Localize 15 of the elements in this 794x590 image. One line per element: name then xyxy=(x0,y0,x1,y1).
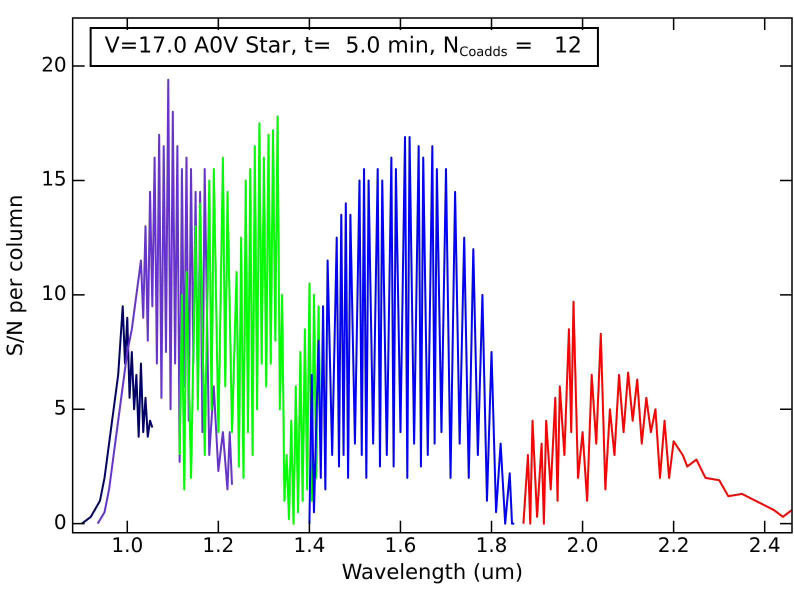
y-tick-label: 0 xyxy=(54,510,67,534)
y-tick-label: 5 xyxy=(54,395,67,420)
x-tick-label: 1.2 xyxy=(202,533,234,558)
y-axis-title: S/N per column xyxy=(3,194,28,356)
x-axis-title: Wavelength (um) xyxy=(342,560,524,584)
x-tick-label: 2.0 xyxy=(566,533,598,558)
y-tick-label: 20 xyxy=(41,52,67,76)
x-tick-label: 1.4 xyxy=(293,533,326,558)
y-tick-label: 15 xyxy=(41,166,67,191)
x-tick-label: 1.0 xyxy=(111,533,144,558)
x-tick-label: 2.2 xyxy=(658,533,690,558)
x-tick-label: 1.6 xyxy=(384,533,416,558)
x-tick-label: 2.4 xyxy=(748,533,781,558)
y-tick-label: 10 xyxy=(41,281,67,306)
x-tick-label: 1.8 xyxy=(476,533,508,558)
